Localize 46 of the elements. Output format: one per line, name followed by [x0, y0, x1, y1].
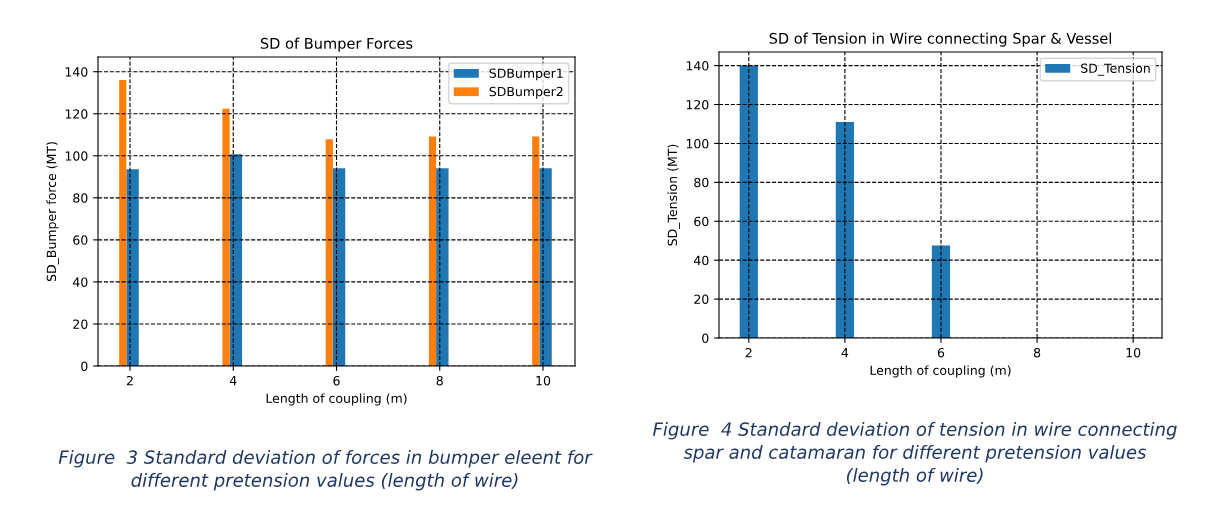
y-tick-label: 120 [65, 109, 88, 119]
y-tick-label: 20 [73, 319, 88, 329]
y-tick-label: 0 [81, 361, 88, 371]
caption: Figure 4 Standard deviation of tension in wire connecting spar and catamaran for different pretension values (length of wire) [653, 422, 1177, 486]
chart-title: SD of Bumper Forces [260, 37, 413, 52]
legend-label: SDBumper2 [489, 86, 563, 99]
x-tick-label: 4 [229, 376, 237, 386]
legend-label: SD_Tension [1081, 63, 1150, 76]
bar [539, 168, 552, 366]
y-tick-label: 100 [65, 151, 88, 161]
y-tick-label: 60 [73, 235, 88, 245]
bar [428, 136, 437, 366]
y-tick-label: 80 [694, 177, 709, 188]
x-axis-title: Length of coupling (m) [266, 393, 407, 406]
x-tick-label: 2 [126, 375, 133, 386]
y-tick-label: 80 [73, 193, 88, 203]
bar [325, 139, 333, 366]
y-tick-label: 120 [686, 100, 709, 110]
bar [119, 79, 127, 366]
y-tick-label: 40 [693, 255, 709, 266]
x-tick-label: 8 [1033, 347, 1041, 358]
bar [126, 169, 139, 366]
chart-title: SD of Tension in Wire connecting Spar & Vessel [769, 32, 1111, 47]
y-tick-label: 100 [686, 138, 709, 149]
bar [222, 108, 230, 366]
legend-label: SDBumper1 [489, 68, 563, 81]
y-tick-label: 40 [72, 277, 88, 287]
x-axis-title: Length of coupling (m) [870, 365, 1011, 378]
y-tick-label: 20 [694, 294, 709, 305]
bar [436, 168, 449, 366]
x-tick-label: 8 [436, 375, 443, 386]
y-tick-label: 140 [65, 67, 88, 77]
y-tick-label: 60 [694, 216, 709, 227]
bar [739, 65, 758, 338]
caption: Figure 3 Standard deviation of forces in bumper eleent for different pretension values (length of wire) [58, 450, 593, 491]
x-tick-label: 6 [333, 375, 340, 386]
y-axis-title: SD_Bumper force (MT) [46, 142, 59, 282]
x-tick-label: 10 [536, 375, 551, 386]
x-tick-label: 2 [745, 347, 752, 358]
x-tick-label: 6 [937, 347, 945, 358]
x-tick-label: 10 [1126, 347, 1141, 358]
bar [532, 136, 540, 366]
y-tick-label: 0 [702, 333, 709, 343]
y-tick-label: 140 [686, 61, 709, 71]
x-tick-label: 4 [841, 348, 849, 358]
y-axis-title: SD_Tension (MT) [667, 144, 680, 246]
